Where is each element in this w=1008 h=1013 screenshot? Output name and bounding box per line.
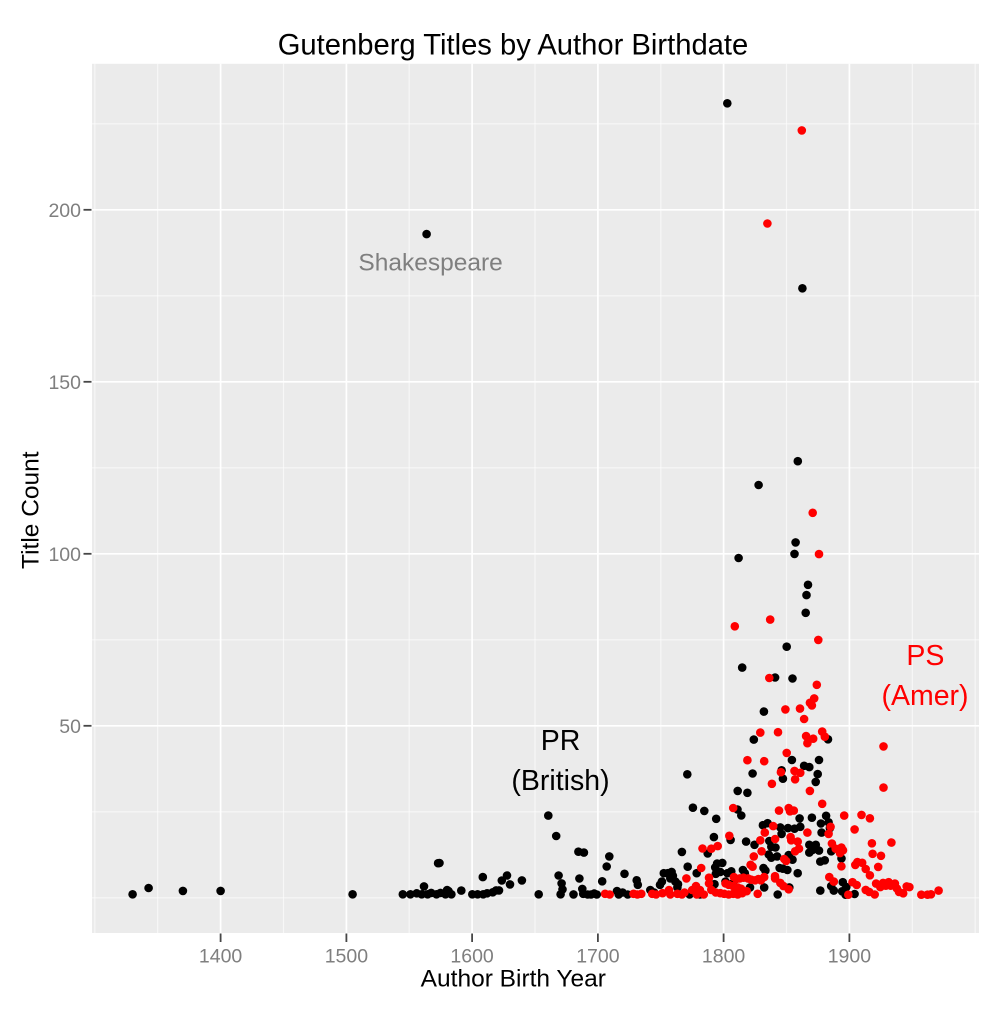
svg-text:1900: 1900 bbox=[828, 946, 872, 968]
svg-text:(British): (British) bbox=[511, 765, 609, 797]
svg-text:1400: 1400 bbox=[199, 946, 243, 968]
svg-text:50: 50 bbox=[59, 716, 81, 738]
svg-text:PR: PR bbox=[541, 725, 581, 757]
svg-text:100: 100 bbox=[48, 544, 81, 566]
svg-text:(Amer): (Amer) bbox=[881, 680, 968, 712]
svg-text:Gutenberg Titles by Author Bir: Gutenberg Titles by Author Birthdate bbox=[278, 30, 749, 62]
svg-text:1800: 1800 bbox=[702, 946, 746, 968]
svg-text:PS: PS bbox=[906, 640, 944, 672]
svg-text:Author Birth Year: Author Birth Year bbox=[421, 966, 606, 993]
svg-text:Shakespeare: Shakespeare bbox=[358, 250, 502, 277]
svg-text:1500: 1500 bbox=[325, 946, 369, 968]
svg-text:Title Count: Title Count bbox=[17, 451, 44, 569]
svg-text:200: 200 bbox=[48, 200, 81, 222]
svg-text:1700: 1700 bbox=[576, 946, 620, 968]
svg-text:1600: 1600 bbox=[450, 946, 494, 968]
svg-text:150: 150 bbox=[48, 372, 81, 394]
